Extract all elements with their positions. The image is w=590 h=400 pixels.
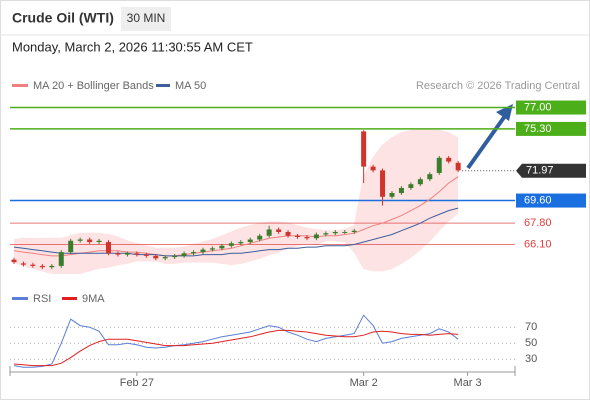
candle-body — [323, 233, 329, 235]
candle-body — [228, 243, 234, 246]
candle-body — [351, 230, 357, 232]
level-label: 67.80 — [524, 217, 552, 229]
candle-body — [446, 157, 452, 162]
rsi-line — [13, 329, 459, 367]
candle-body — [380, 170, 386, 197]
level-label: 69.60 — [524, 194, 552, 206]
candle-body — [49, 265, 55, 268]
x-tick-label: Feb 27 — [120, 377, 154, 389]
candle-body — [143, 254, 149, 256]
candle-body — [172, 255, 178, 258]
legend-swatch — [156, 84, 170, 87]
candle-body — [11, 259, 17, 263]
x-tick-label: Mar 2 — [350, 377, 378, 389]
candle-body — [276, 229, 282, 232]
timestamp: Monday, March 2, 2026 11:30:55 AM CET — [12, 39, 253, 54]
ma-line — [13, 176, 459, 257]
candle-body — [257, 235, 263, 240]
candle-body — [332, 231, 338, 234]
level-label: 66.10 — [524, 238, 552, 250]
candle-body — [96, 240, 102, 243]
rsi-line — [13, 314, 459, 368]
candle-body — [427, 174, 433, 180]
candle-body — [39, 265, 45, 268]
candle-body — [285, 231, 291, 236]
candle-body — [313, 234, 319, 239]
candle-body — [181, 253, 187, 256]
credit: Research © 2026 Trading Central — [416, 80, 580, 92]
y-tick-label: 30 — [525, 353, 537, 365]
candle-body — [219, 245, 225, 249]
candle-body — [115, 253, 121, 255]
band-lower — [13, 212, 459, 274]
title: Crude Oil (WTI) — [12, 10, 114, 26]
candle-body — [295, 235, 300, 238]
band-upper — [13, 128, 459, 249]
candle-body — [30, 264, 36, 266]
candle-body — [304, 237, 310, 239]
candle-body — [134, 253, 140, 255]
candle-body — [408, 184, 414, 188]
candle-body — [342, 231, 348, 233]
last-price-box — [516, 163, 586, 178]
y-tick-label: 70 — [525, 321, 537, 333]
candle-body — [106, 242, 111, 254]
candle-body — [191, 252, 197, 254]
candle-body — [58, 252, 64, 266]
candle-body — [370, 166, 376, 171]
interval-box — [121, 7, 171, 31]
candle-body — [87, 239, 93, 243]
candle-body — [417, 179, 423, 185]
level-label: 77.00 — [524, 101, 552, 113]
candle-body — [361, 131, 367, 167]
level-box — [516, 121, 586, 136]
x-tick-label: Mar 3 — [454, 377, 482, 389]
candle-body — [209, 248, 215, 250]
candle-body — [153, 255, 159, 259]
level-box — [516, 193, 586, 208]
legend-label: MA 20 + Bollinger Bands — [33, 80, 154, 92]
candle-body — [124, 253, 130, 255]
level-label: 75.30 — [524, 123, 552, 135]
candle-body — [455, 162, 461, 171]
legend-swatch — [12, 297, 28, 300]
candle-body — [200, 249, 206, 253]
candle-body — [238, 242, 244, 244]
candle-body — [389, 193, 395, 197]
legend-label: 9MA — [82, 293, 105, 305]
candle-body — [266, 229, 272, 236]
legend-swatch — [62, 297, 77, 300]
legend-label: RSI — [33, 293, 51, 305]
level-box — [516, 100, 586, 115]
ma-line — [13, 207, 459, 257]
candle-body — [398, 187, 404, 194]
candle-body — [162, 257, 168, 259]
arrow — [466, 114, 507, 170]
interval: 30 MIN — [127, 11, 166, 25]
legend-swatch — [12, 84, 28, 87]
candle-body — [77, 239, 83, 241]
candle-body — [68, 240, 74, 253]
y-tick-label: 50 — [525, 337, 537, 349]
candle-body — [247, 239, 253, 243]
candle-body — [436, 157, 442, 173]
candle-body — [20, 263, 26, 265]
last-price-label: 71.97 — [526, 165, 554, 177]
legend-label: MA 50 — [175, 80, 206, 92]
bollinger-band — [14, 128, 459, 274]
